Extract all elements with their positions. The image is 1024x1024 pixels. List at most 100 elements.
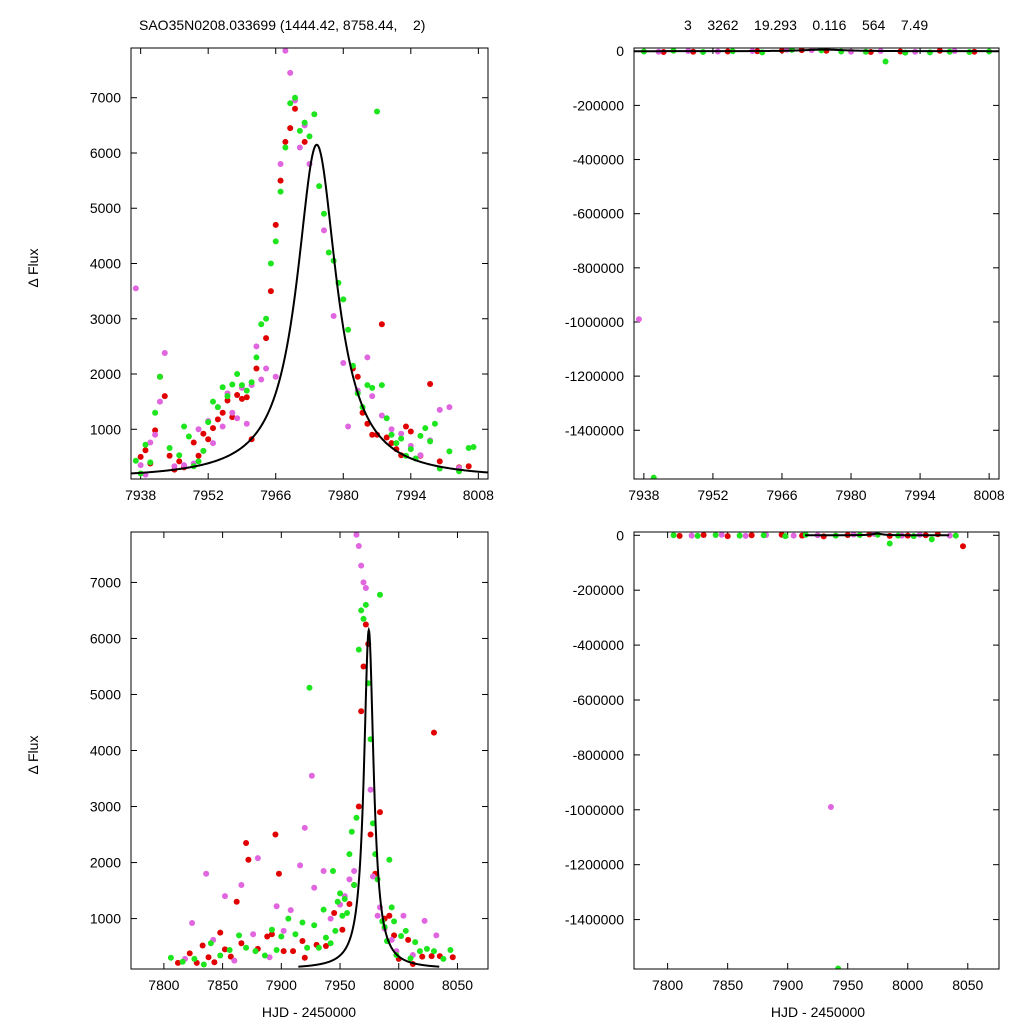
y-tick-label: -200000 <box>573 97 625 113</box>
x-tick-label: 8050 <box>952 977 983 993</box>
data-point-magenta <box>346 876 353 883</box>
data-point-green <box>322 934 329 941</box>
panel-bottom-right: HJD - 2450000 7800 7850 7900 7950 8000 8050 0 -… <box>565 527 1000 1020</box>
data-point-green <box>142 441 149 448</box>
y-tick-label: 0 <box>616 527 624 543</box>
data-point-magenta <box>203 870 210 877</box>
data-point-green <box>712 532 719 539</box>
data-point-green <box>345 326 352 333</box>
data-point-magenta <box>358 562 365 569</box>
data-point-red <box>166 452 173 459</box>
data-point-green <box>311 922 318 929</box>
data-point-red <box>465 463 472 470</box>
x-tick-label: 8008 <box>463 487 494 503</box>
y-tick-label: 4000 <box>90 256 121 272</box>
model-curve <box>634 48 999 53</box>
data-point-red <box>200 430 207 437</box>
data-point-green <box>152 409 159 416</box>
data-point-magenta <box>161 350 168 357</box>
data-point-green <box>273 946 280 953</box>
data-point-magenta <box>195 426 202 433</box>
data-point-green <box>253 354 260 361</box>
y-tick-label: 0 <box>616 43 624 59</box>
data-point-red <box>388 440 395 447</box>
x-tick-label: 7980 <box>328 487 359 503</box>
data-point-magenta <box>152 431 159 438</box>
data-point-green <box>446 448 453 455</box>
data-point-red <box>436 458 443 465</box>
data-point-magenta <box>362 585 369 592</box>
data-point-magenta <box>742 532 749 539</box>
data-point-magenta <box>210 440 217 447</box>
x-tick-label: 7994 <box>395 487 426 503</box>
data-point-green <box>261 952 268 959</box>
x-tick-label: 8000 <box>383 977 414 993</box>
data-point-green <box>207 940 214 947</box>
data-point-red <box>282 138 289 145</box>
data-point-red <box>186 950 193 957</box>
data-point-red <box>210 425 217 432</box>
data-point-red <box>299 937 306 944</box>
data-point-red <box>280 948 287 955</box>
data-point-green <box>243 387 250 394</box>
x-tick-label: 7994 <box>905 487 936 503</box>
data-point-green <box>369 820 376 827</box>
y-tick-label: -200000 <box>573 582 625 598</box>
x-tick-label: 7800 <box>652 977 683 993</box>
data-point-green <box>398 435 405 442</box>
data-point-magenta <box>254 855 261 862</box>
data-point-magenta <box>320 867 327 874</box>
x-tick-label: 7950 <box>832 977 863 993</box>
model-curve <box>805 532 950 537</box>
data-point-magenta <box>369 873 376 880</box>
data-point-green <box>258 321 265 328</box>
data-point-red <box>245 856 252 863</box>
data-point-red <box>214 416 221 423</box>
data-point-red <box>339 926 346 933</box>
y-tick-label: 7000 <box>90 90 121 106</box>
data-point-magenta <box>436 406 443 413</box>
data-point-green <box>252 948 259 955</box>
data-point-magenta <box>351 867 358 874</box>
data-point-red <box>301 138 308 145</box>
y-tick-label: -400000 <box>573 637 625 653</box>
data-point-red <box>383 434 390 441</box>
data-point-red <box>364 420 371 427</box>
data-point-red <box>195 452 202 459</box>
data-point-green <box>422 425 429 432</box>
data-point-green <box>296 127 303 134</box>
data-point-magenta <box>827 804 834 811</box>
data-point-red <box>331 909 338 916</box>
y-tick-label: -800000 <box>573 747 625 763</box>
y-tick-label: 5000 <box>90 200 121 216</box>
data-point-green <box>248 379 255 386</box>
data-point-red <box>243 839 250 846</box>
data-point-red <box>229 414 236 421</box>
data-point-red <box>367 831 374 838</box>
data-point-green <box>277 188 284 195</box>
y-tick-label: -400000 <box>573 152 625 168</box>
data-point-green <box>447 946 454 953</box>
data-point-magenta <box>297 862 304 869</box>
data-point-red <box>676 532 683 539</box>
data-point-green <box>311 111 318 118</box>
x-tick-label: 7950 <box>324 977 355 993</box>
data-point-magenta <box>287 907 294 914</box>
data-point-red <box>233 898 240 905</box>
data-point-green <box>412 939 419 946</box>
data-point-magenta <box>266 954 273 961</box>
data-point-green <box>191 955 198 962</box>
data-point-magenta <box>221 893 228 900</box>
data-point-magenta <box>234 415 241 422</box>
data-point-green <box>391 918 398 925</box>
data-point-magenta <box>282 48 289 54</box>
data-point-magenta <box>388 936 395 943</box>
data-point-red <box>428 953 435 960</box>
x-tick-label: 7966 <box>260 487 291 503</box>
data-point-green <box>267 260 274 267</box>
data-point-green <box>320 210 327 217</box>
data-point-green <box>376 591 383 598</box>
data-point-red <box>205 436 212 443</box>
data-point-magenta <box>132 285 139 292</box>
model-curve <box>131 143 488 475</box>
